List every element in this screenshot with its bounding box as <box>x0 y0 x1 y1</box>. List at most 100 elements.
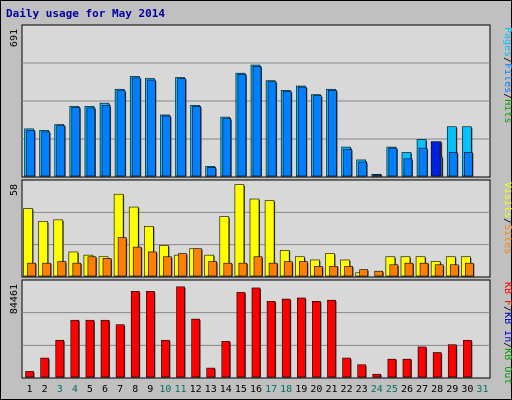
bar-files-day-13 <box>207 167 217 177</box>
bar-sites-day-20 <box>314 266 323 277</box>
x-tick-label: 14 <box>220 384 232 395</box>
bar-files-day-20 <box>313 95 322 177</box>
axis-max-label: 84461 <box>9 284 20 314</box>
bar-pages-day-28 <box>430 141 441 177</box>
x-tick-label: 31 <box>476 384 488 395</box>
bar-kb-f-day-29 <box>447 344 457 378</box>
bar-kb-f-day-10 <box>161 339 170 378</box>
bar-kb-f-day-7 <box>115 324 125 378</box>
x-tick-label: 24 <box>371 384 383 395</box>
bar-files-day-26 <box>403 158 413 177</box>
legend-kbytes: KB F/KB In/KB Out <box>502 282 512 384</box>
bar-sites-day-11 <box>178 253 187 277</box>
bar-sites-day-14 <box>223 262 233 277</box>
bar-files-day-11 <box>177 78 186 177</box>
legend-entry: Files <box>502 63 512 93</box>
bar-kb-f-day-25 <box>387 358 397 378</box>
legend-entry: / <box>502 93 512 99</box>
legend-entry: / <box>502 306 512 312</box>
bar-files-day-14 <box>222 118 232 177</box>
x-tick-label: 27 <box>416 384 428 395</box>
bar-shadow <box>374 176 383 177</box>
bar-sites-day-28 <box>434 264 444 277</box>
bar-kb-f-day-23 <box>357 364 366 378</box>
legend-entry: Pages <box>502 27 512 57</box>
bar-files-day-21 <box>328 90 337 177</box>
x-tick-label: 7 <box>117 384 123 395</box>
legend-entry: / <box>502 218 512 224</box>
bar-sites-day-4 <box>72 262 82 277</box>
legend-entry: KB In <box>502 312 512 342</box>
bar-files-day-6 <box>101 105 111 177</box>
bar-sites-day-25 <box>389 264 399 277</box>
bar-files-day-7 <box>116 90 126 177</box>
bar-sites-day-16 <box>253 256 263 277</box>
bar-sites-day-18 <box>283 261 293 277</box>
bar-files-day-24 <box>373 174 383 177</box>
bar-kb-f-day-9 <box>146 291 155 378</box>
x-tick-label: 8 <box>132 384 138 395</box>
bar-kb-f-day-16 <box>251 287 261 378</box>
x-tick-label: 18 <box>280 384 292 395</box>
panel-kbytes: 84461 KB F/KB In/KB Out <box>9 279 512 384</box>
bar-kb-f-day-27 <box>417 346 427 378</box>
bar-sites-day-23 <box>359 269 368 277</box>
x-tick-label: 30 <box>461 384 473 395</box>
legend-entry: Hits <box>502 99 512 123</box>
bar-files-day-15 <box>237 73 247 177</box>
x-tick-label: 19 <box>295 384 307 395</box>
bar-sites-day-22 <box>344 266 353 277</box>
bar-files-day-17 <box>267 81 277 177</box>
x-tick-label: 26 <box>401 384 413 395</box>
panel-visits: 58 Visits/Sites <box>9 179 512 278</box>
bar-sites-day-9 <box>148 251 157 277</box>
bar-sites-day-19 <box>298 261 308 277</box>
x-tick-label: 9 <box>147 384 153 395</box>
bar-files-day-16 <box>252 66 262 177</box>
bar-files-day-2 <box>41 131 50 177</box>
legend-entry: / <box>502 57 512 63</box>
bar-kb-f-day-1 <box>25 371 34 378</box>
x-tick-label: 3 <box>57 384 63 395</box>
bar-sites-day-12 <box>193 248 202 277</box>
bar-files-day-29 <box>448 152 458 177</box>
legend-entry: / <box>502 342 512 348</box>
bar-files-day-18 <box>282 91 292 177</box>
bar-files-day-19 <box>297 86 307 177</box>
bar-kb-f-day-21 <box>327 299 336 378</box>
x-tick-label: 16 <box>250 384 262 395</box>
bar-sites-day-7 <box>117 237 127 277</box>
panel-hits: 691 Pages/Files/Hits <box>9 24 512 178</box>
legend-hits: Pages/Files/Hits <box>502 27 512 123</box>
bar-kb-f-day-22 <box>342 357 351 378</box>
bar-sites-day-2 <box>42 262 51 277</box>
x-tick-label: 28 <box>431 384 443 395</box>
bar-sites-day-6 <box>102 258 112 277</box>
bar-files-day-12 <box>192 106 201 177</box>
x-tick-label: 13 <box>205 384 217 395</box>
bar-kb-f-day-26 <box>402 358 412 378</box>
bar-kb-f-day-19 <box>296 297 306 378</box>
chart-title: Daily usage for May 2014 <box>6 7 165 20</box>
bar-files-day-8 <box>131 77 141 177</box>
bar-files-day-3 <box>56 125 66 177</box>
bar-sites-day-17 <box>268 262 278 277</box>
bar-kb-f-day-28 <box>432 352 442 378</box>
bar-kb-f-day-5 <box>85 319 95 378</box>
axis-max-label: 691 <box>9 29 20 47</box>
bar-files-day-5 <box>86 107 96 177</box>
bar-files-day-22 <box>343 148 352 177</box>
x-tick-label: 2 <box>42 384 48 395</box>
bar-files-day-23 <box>358 161 367 177</box>
bar-kb-f-day-17 <box>266 301 276 378</box>
legend-entry: KB F <box>502 282 512 306</box>
x-tick-label: 20 <box>310 384 322 395</box>
bar-sites-day-27 <box>419 262 429 277</box>
bar-kb-f-day-2 <box>40 357 49 378</box>
bar-kb-f-day-30 <box>463 339 472 378</box>
bar-files-day-25 <box>388 147 398 177</box>
bar-kb-f-day-6 <box>100 319 110 378</box>
bar-files-day-4 <box>71 107 81 177</box>
bar-sites-day-1 <box>27 262 36 277</box>
